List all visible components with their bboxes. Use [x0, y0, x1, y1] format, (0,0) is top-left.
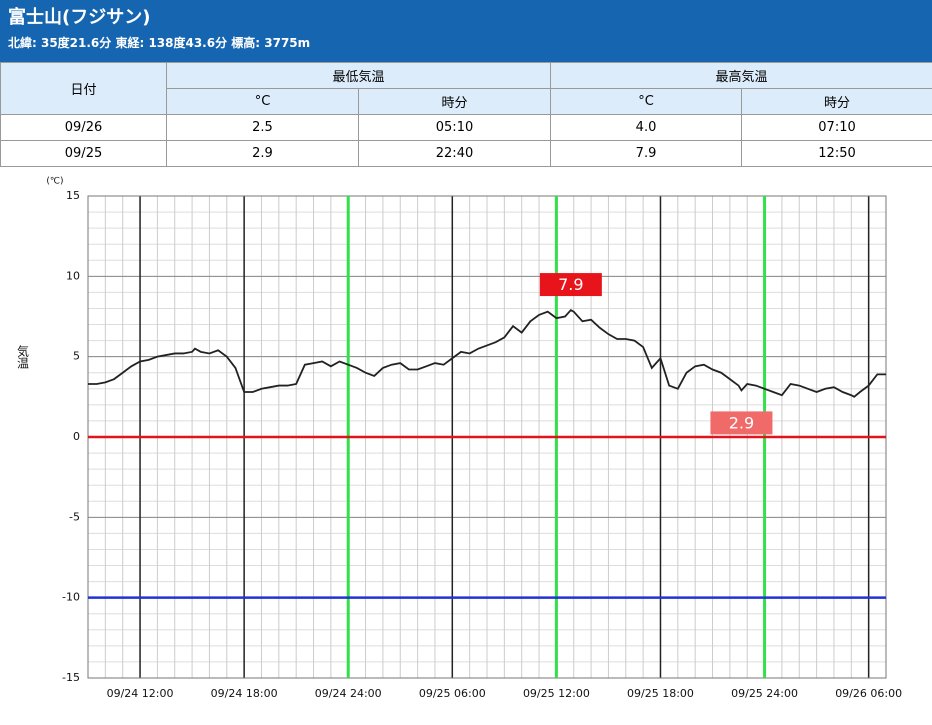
- x-tick-label: 09/24 12:00: [107, 687, 174, 700]
- chart: (℃) 気温 -15 -10 -5 0 5 10 15 09/24 12:00 09/24 18…: [16, 177, 903, 701]
- y-tick-label: 10: [66, 269, 80, 282]
- cell: 4.0: [550, 114, 743, 141]
- temperature-line: [88, 308, 886, 398]
- cell: 09/26: [0, 114, 167, 141]
- y-tick-label: 15: [66, 189, 80, 202]
- y-tick-label: 0: [73, 430, 80, 443]
- subtitle: 北緯: 35度21.6分 東経: 138度43.6分 標高: 3775m: [8, 36, 311, 50]
- y-tick-label: -5: [69, 510, 80, 523]
- x-tick-label: 09/26 06:00: [835, 687, 902, 700]
- y-tick-label: 5: [73, 350, 80, 363]
- x-tick-label: 09/24 24:00: [315, 687, 382, 700]
- x-tick-label: 09/25 06:00: [419, 687, 486, 700]
- y-tick-label: -15: [62, 671, 80, 684]
- annotation-box: [710, 411, 773, 435]
- cell: 07:10: [741, 114, 932, 141]
- cell: 2.9: [166, 140, 359, 167]
- subheader-cell: 時分: [741, 88, 932, 115]
- x-tick-label: 09/24 18:00: [211, 687, 278, 700]
- cell: 05:10: [357, 114, 552, 141]
- header-cell: 日付: [0, 62, 167, 115]
- subheader-cell: °C: [166, 88, 359, 115]
- cell: 22:40: [357, 140, 552, 167]
- header-cell: 最高気温: [550, 62, 932, 89]
- header-cell: 最低気温: [165, 62, 552, 89]
- y-axis-label: 気温: [16, 344, 30, 369]
- cell: 12:50: [741, 140, 932, 167]
- header: 富士山(フジサン) 北緯: 35度21.6分 東経: 138度43.6分 標高:…: [0, 0, 932, 62]
- x-tick-label: 09/25 12:00: [523, 687, 590, 700]
- cell: 7.9: [550, 140, 743, 167]
- title: 富士山(フジサン): [8, 7, 151, 28]
- cell: 09/25: [0, 140, 167, 167]
- annotation-label: 2.9: [729, 413, 754, 432]
- subheader-cell: °C: [550, 88, 743, 115]
- y-unit: (℃): [46, 177, 63, 187]
- subheader-cell: 時分: [357, 88, 552, 115]
- x-tick-label: 09/25 24:00: [731, 687, 798, 700]
- annotation-box: [539, 273, 602, 297]
- cell: 2.5: [166, 114, 359, 141]
- table: 日付 最低気温 最高気温 °C 時分 °C 時分 09/26 2.5 05:10…: [0, 62, 932, 167]
- annotation-label: 7.9: [558, 275, 583, 294]
- y-tick-label: -10: [62, 591, 80, 604]
- x-tick-label: 09/25 18:00: [627, 687, 694, 700]
